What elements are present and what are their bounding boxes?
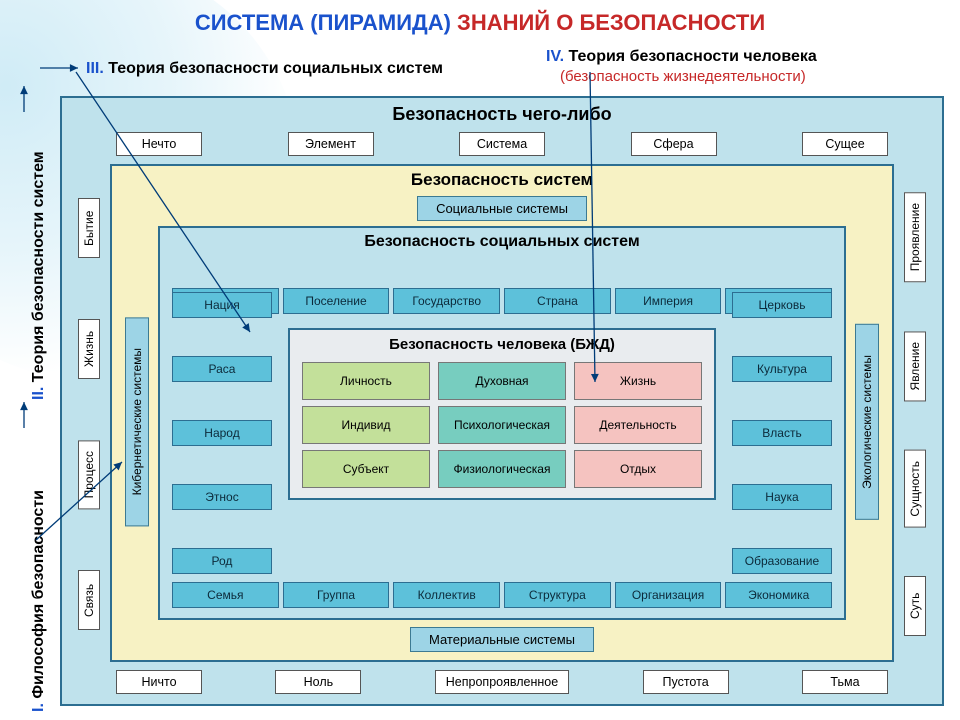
header-iv: IV. Теория безопасности человека	[546, 48, 817, 66]
l4-chip: Жизнь	[574, 362, 702, 400]
l3-left-chip: Народ	[172, 420, 272, 446]
l1-bottom-row: Ничто Ноль Непропроявленное Пустота Тьма	[116, 670, 888, 694]
l1-top-row: Нечто Элемент Система Сфера Сущее	[116, 132, 888, 156]
l3-left-chip: Этнос	[172, 484, 272, 510]
title-part-a: СИСТЕМА (ПИРАМИДА)	[195, 10, 457, 35]
layer-1-title: Безопасность чего-либо	[62, 98, 942, 129]
roman-ii: II.	[30, 387, 47, 400]
layer-1: Безопасность чего-либо Нечто Элемент Систе…	[60, 96, 944, 706]
l3-bottom-chip: Семья	[172, 582, 279, 608]
header-iii: III. Теория безопасности социальных сист…	[86, 60, 443, 78]
l1-top-chip: Элемент	[288, 132, 374, 156]
l1-bottom-chip: Непропроявленное	[435, 670, 569, 694]
l3-bottom-chip: Коллектив	[393, 582, 500, 608]
l2-bottom-chip: Материальные системы	[410, 627, 594, 652]
header-iii-text: Теория безопасности социальных систем	[108, 60, 443, 77]
l4-chip: Психологическая	[438, 406, 566, 444]
layer-4-title: Безопасность человека (БЖД)	[290, 330, 714, 356]
l2-left: Кибернетические системы	[122, 228, 152, 616]
layer-2: Безопасность систем Социальные системы М…	[110, 164, 894, 662]
roman-iv: IV.	[546, 48, 564, 65]
l2-left-chip: Кибернетические системы	[125, 317, 149, 526]
axis-i: I. Философия безопасности	[30, 490, 48, 712]
l3-top-chip: Страна	[504, 288, 611, 314]
l4-chip: Личность	[302, 362, 430, 400]
l3-bottom-row: СемьяГруппаКоллективСтруктураОрганизация…	[170, 576, 834, 608]
layer-3-title: Безопасность социальных систем	[160, 228, 844, 253]
l3-right-col: Церковь Культура Власть Наука Образование	[732, 292, 832, 574]
l3-bottom-chip: Группа	[283, 582, 390, 608]
l1-right-chip: Проявление	[904, 192, 926, 282]
l3-bottom-chip: Организация	[615, 582, 722, 608]
l1-bottom-chip: Ноль	[275, 670, 361, 694]
l1-left-col: Бытие Жизнь Процесс Связь	[74, 168, 104, 660]
title-part-b: ЗНАНИЙ О БЕЗОПАСНОСТИ	[457, 10, 765, 35]
l1-left-chip: Процесс	[78, 440, 100, 509]
l3-left-chip: Род	[172, 548, 272, 574]
l1-bottom-chip: Пустота	[643, 670, 729, 694]
l4-chip: Субъект	[302, 450, 430, 488]
l3-right-chip: Церковь	[732, 292, 832, 318]
l4-grid: ЛичностьДуховнаяЖизнь ИндивидПсихологичес…	[302, 362, 702, 488]
l1-top-chip: Система	[459, 132, 545, 156]
l1-top-chip: Сфера	[631, 132, 717, 156]
l1-left-chip: Бытие	[78, 198, 100, 258]
l3-bottom-chip: Экономика	[725, 582, 832, 608]
l3-right-chip: Наука	[732, 484, 832, 510]
roman-i: I.	[30, 703, 47, 712]
l2-right: Экологические системы	[852, 228, 882, 616]
l1-right-chip: Явление	[904, 331, 926, 401]
l3-left-chip: Нация	[172, 292, 272, 318]
axis-ii-text: Теория безопасности систем	[30, 151, 47, 382]
l3-top-chip: Поселение	[283, 288, 390, 314]
l3-right-chip: Культура	[732, 356, 832, 382]
layer-2-title: Безопасность систем	[112, 166, 892, 194]
l3-right-chip: Образование	[732, 548, 832, 574]
l3-top-chip: Империя	[615, 288, 722, 314]
l2-top-chip: Социальные системы	[417, 196, 587, 221]
l3-bottom-chip: Структура	[504, 582, 611, 608]
roman-iii: III.	[86, 60, 104, 77]
l1-left-chip: Жизнь	[78, 319, 100, 379]
l4-chip: Духовная	[438, 362, 566, 400]
header-iv-sub: (безопасность жизнедеятельности)	[560, 68, 806, 85]
l1-right-chip: Суть	[904, 576, 926, 636]
l1-top-chip: Сущее	[802, 132, 888, 156]
l1-right-chip: Сущность	[904, 450, 926, 528]
l4-chip: Физиологическая	[438, 450, 566, 488]
l3-left-col: Нация Раса Народ Этнос Род	[172, 292, 272, 574]
l3-left-chip: Раса	[172, 356, 272, 382]
l1-bottom-chip: Ничто	[116, 670, 202, 694]
l1-left-chip: Связь	[78, 570, 100, 630]
l1-right-col: Проявление Явление Сущность Суть	[900, 168, 930, 660]
l2-right-chip: Экологические системы	[855, 324, 879, 520]
l4-chip: Индивид	[302, 406, 430, 444]
l1-top-chip: Нечто	[116, 132, 202, 156]
l1-bottom-chip: Тьма	[802, 670, 888, 694]
layer-3: Безопасность социальных систем Человечес…	[158, 226, 846, 620]
l2-bottom: Материальные системы	[112, 627, 892, 652]
axis-i-text: Философия безопасности	[30, 490, 47, 699]
l3-grid: ЧеловечествоПоселениеГосударствоСтранаИм…	[170, 258, 834, 608]
axis-ii: II. Теория безопасности систем	[30, 151, 48, 400]
main-title: СИСТЕМА (ПИРАМИДА) ЗНАНИЙ О БЕЗОПАСНОСТИ	[0, 10, 960, 36]
l3-right-chip: Власть	[732, 420, 832, 446]
l3-top-chip: Государство	[393, 288, 500, 314]
layer-4: Безопасность человека (БЖД) ЛичностьДухо…	[288, 328, 716, 500]
l2-top: Социальные системы	[112, 196, 892, 221]
l4-chip: Деятельность	[574, 406, 702, 444]
header-iv-text: Теория безопасности человека	[569, 48, 817, 65]
l4-chip: Отдых	[574, 450, 702, 488]
